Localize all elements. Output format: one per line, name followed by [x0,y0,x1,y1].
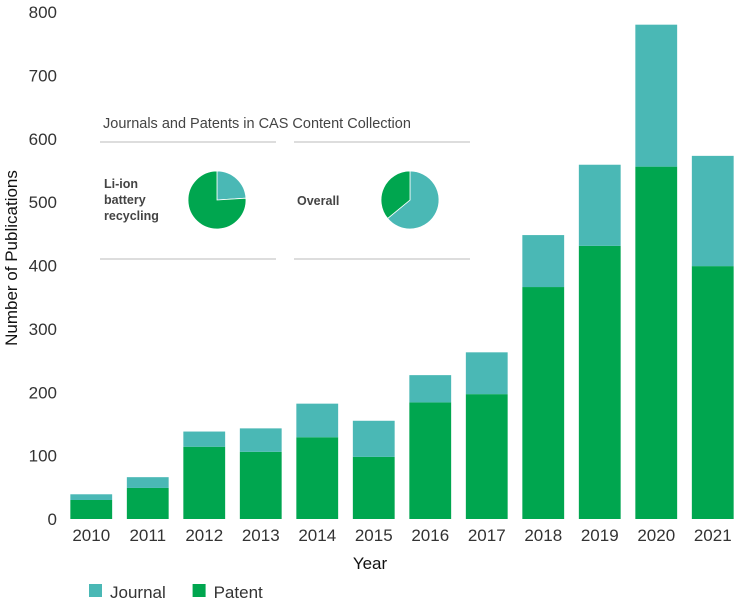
pie-label-line: Li-ion [104,177,138,191]
y-tick-label: 500 [29,193,57,212]
pie-slice-journal [216,170,247,201]
inset-pies: Li-ion battery recycling Overall [104,170,440,230]
x-tick-label: 2014 [298,526,336,545]
bar-patent-2017 [465,394,508,519]
bar-journal-2020 [635,24,678,167]
legend-label-journal: Journal [110,583,166,599]
x-tick-label: 2018 [524,526,562,545]
legend-swatch-patent [192,584,206,597]
y-tick-label: 300 [29,320,57,339]
x-tick-label: 2013 [242,526,280,545]
y-tick-label: 600 [29,130,57,149]
bar-patent-2018 [522,287,565,519]
x-tick-label: 2021 [694,526,732,545]
bar-journal-2016 [409,375,452,403]
bar-journal-2021 [691,155,734,267]
pie-label-line: battery [104,193,146,207]
y-axis-ticks: 0 100 200 300 400 500 600 700 800 [29,3,57,529]
bar-patent-2021 [691,266,734,519]
x-tick-label: 2019 [581,526,619,545]
x-axis-ticks: 2010 2011 2012 2013 2014 2015 2016 2017 2018 2019… [72,526,731,545]
bar-journal-2018 [522,235,565,288]
bar-patent-2013 [239,451,282,519]
x-tick-label: 2011 [129,526,166,545]
y-axis-title: Number of Publications [2,170,21,346]
legend-label-patent: Patent [214,583,263,599]
bar-patent-2020 [635,166,678,519]
legend: Journal Patent [89,583,263,599]
bar-patent-2015 [352,456,395,519]
bar-journal-2017 [465,352,508,395]
bar-journal-2010 [70,494,113,500]
bar-patent-2016 [409,402,452,519]
y-tick-label: 400 [29,257,57,276]
bar-patent-2012 [183,446,226,519]
bar-journal-2011 [126,477,169,488]
legend-swatch-journal [89,584,102,597]
bar-journal-2015 [352,420,395,457]
x-tick-label: 2017 [468,526,506,545]
bar-patent-2014 [296,437,339,519]
pie-slice-patent [380,170,411,220]
y-tick-label: 700 [29,66,57,85]
x-tick-label: 2015 [355,526,393,545]
y-tick-label: 200 [29,383,57,402]
pie-slice-patent [187,170,247,230]
x-tick-label: 2020 [637,526,675,545]
pie-slice-journal [387,170,440,230]
inset-title: Journals and Patents in CAS Content Coll… [103,116,411,132]
bar-journal-2012 [183,431,226,447]
x-tick-label: 2016 [411,526,449,545]
bar-patent-2019 [578,245,621,519]
y-tick-label: 100 [29,447,57,466]
bar-patent-2011 [126,487,169,519]
x-tick-label: 2010 [72,526,110,545]
inset-pie-panel: Journals and Patents in CAS Content Coll… [100,116,470,260]
bar-patent-2010 [70,499,113,519]
bar-journal-2014 [296,403,339,438]
x-axis-title: Year [353,554,388,573]
bars [70,24,734,519]
pie-label-line: Overall [297,194,339,208]
bar-journal-2019 [578,164,621,246]
bar-journal-2013 [239,428,282,452]
pie-label-line: recycling [104,209,159,223]
x-tick-label: 2012 [185,526,223,545]
y-tick-label: 0 [48,510,57,529]
y-tick-label: 800 [29,3,57,22]
